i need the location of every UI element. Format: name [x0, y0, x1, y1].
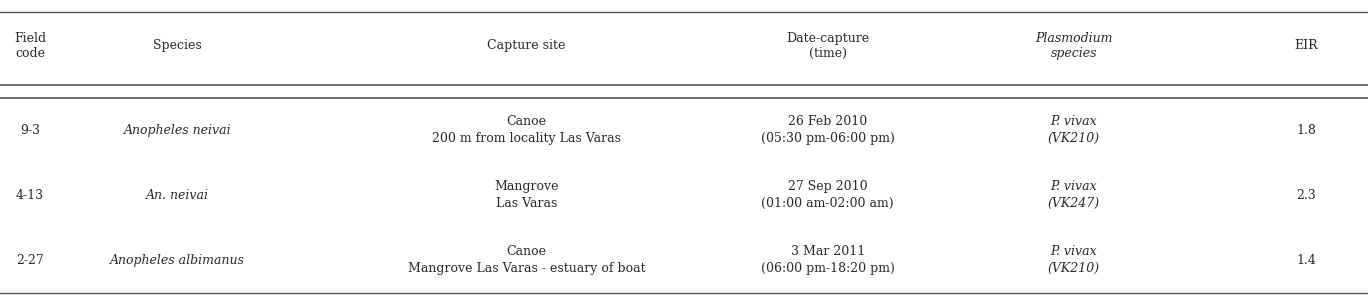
Text: EIR: EIR	[1294, 39, 1319, 52]
Text: 1.4: 1.4	[1297, 254, 1316, 267]
Text: Field
code: Field code	[14, 32, 47, 60]
Text: P. vivax
(VK210): P. vivax (VK210)	[1048, 115, 1100, 145]
Text: Anopheles neivai: Anopheles neivai	[124, 124, 231, 137]
Text: 2-27: 2-27	[16, 254, 44, 267]
Text: Anopheles albimanus: Anopheles albimanus	[111, 254, 245, 267]
Text: Date-capture
(time): Date-capture (time)	[787, 32, 869, 60]
Text: P. vivax
(VK247): P. vivax (VK247)	[1048, 180, 1100, 210]
Text: Plasmodium
species: Plasmodium species	[1036, 32, 1112, 60]
Text: 1.8: 1.8	[1297, 124, 1316, 137]
Text: Canoe
200 m from locality Las Varas: Canoe 200 m from locality Las Varas	[432, 115, 621, 145]
Text: An. neivai: An. neivai	[146, 189, 209, 202]
Text: Species: Species	[153, 39, 202, 52]
Text: 9-3: 9-3	[21, 124, 40, 137]
Text: 2.3: 2.3	[1297, 189, 1316, 202]
Text: 27 Sep 2010
(01:00 am-02:00 am): 27 Sep 2010 (01:00 am-02:00 am)	[762, 180, 893, 210]
Text: P. vivax
(VK210): P. vivax (VK210)	[1048, 245, 1100, 275]
Text: 4-13: 4-13	[16, 189, 44, 202]
Text: Capture site: Capture site	[487, 39, 566, 52]
Text: Canoe
Mangrove Las Varas - estuary of boat: Canoe Mangrove Las Varas - estuary of bo…	[408, 245, 646, 275]
Text: 3 Mar 2011
(06:00 pm-18:20 pm): 3 Mar 2011 (06:00 pm-18:20 pm)	[761, 245, 895, 275]
Text: 26 Feb 2010
(05:30 pm-06:00 pm): 26 Feb 2010 (05:30 pm-06:00 pm)	[761, 115, 895, 145]
Text: Mangrove
Las Varas: Mangrove Las Varas	[494, 180, 560, 210]
